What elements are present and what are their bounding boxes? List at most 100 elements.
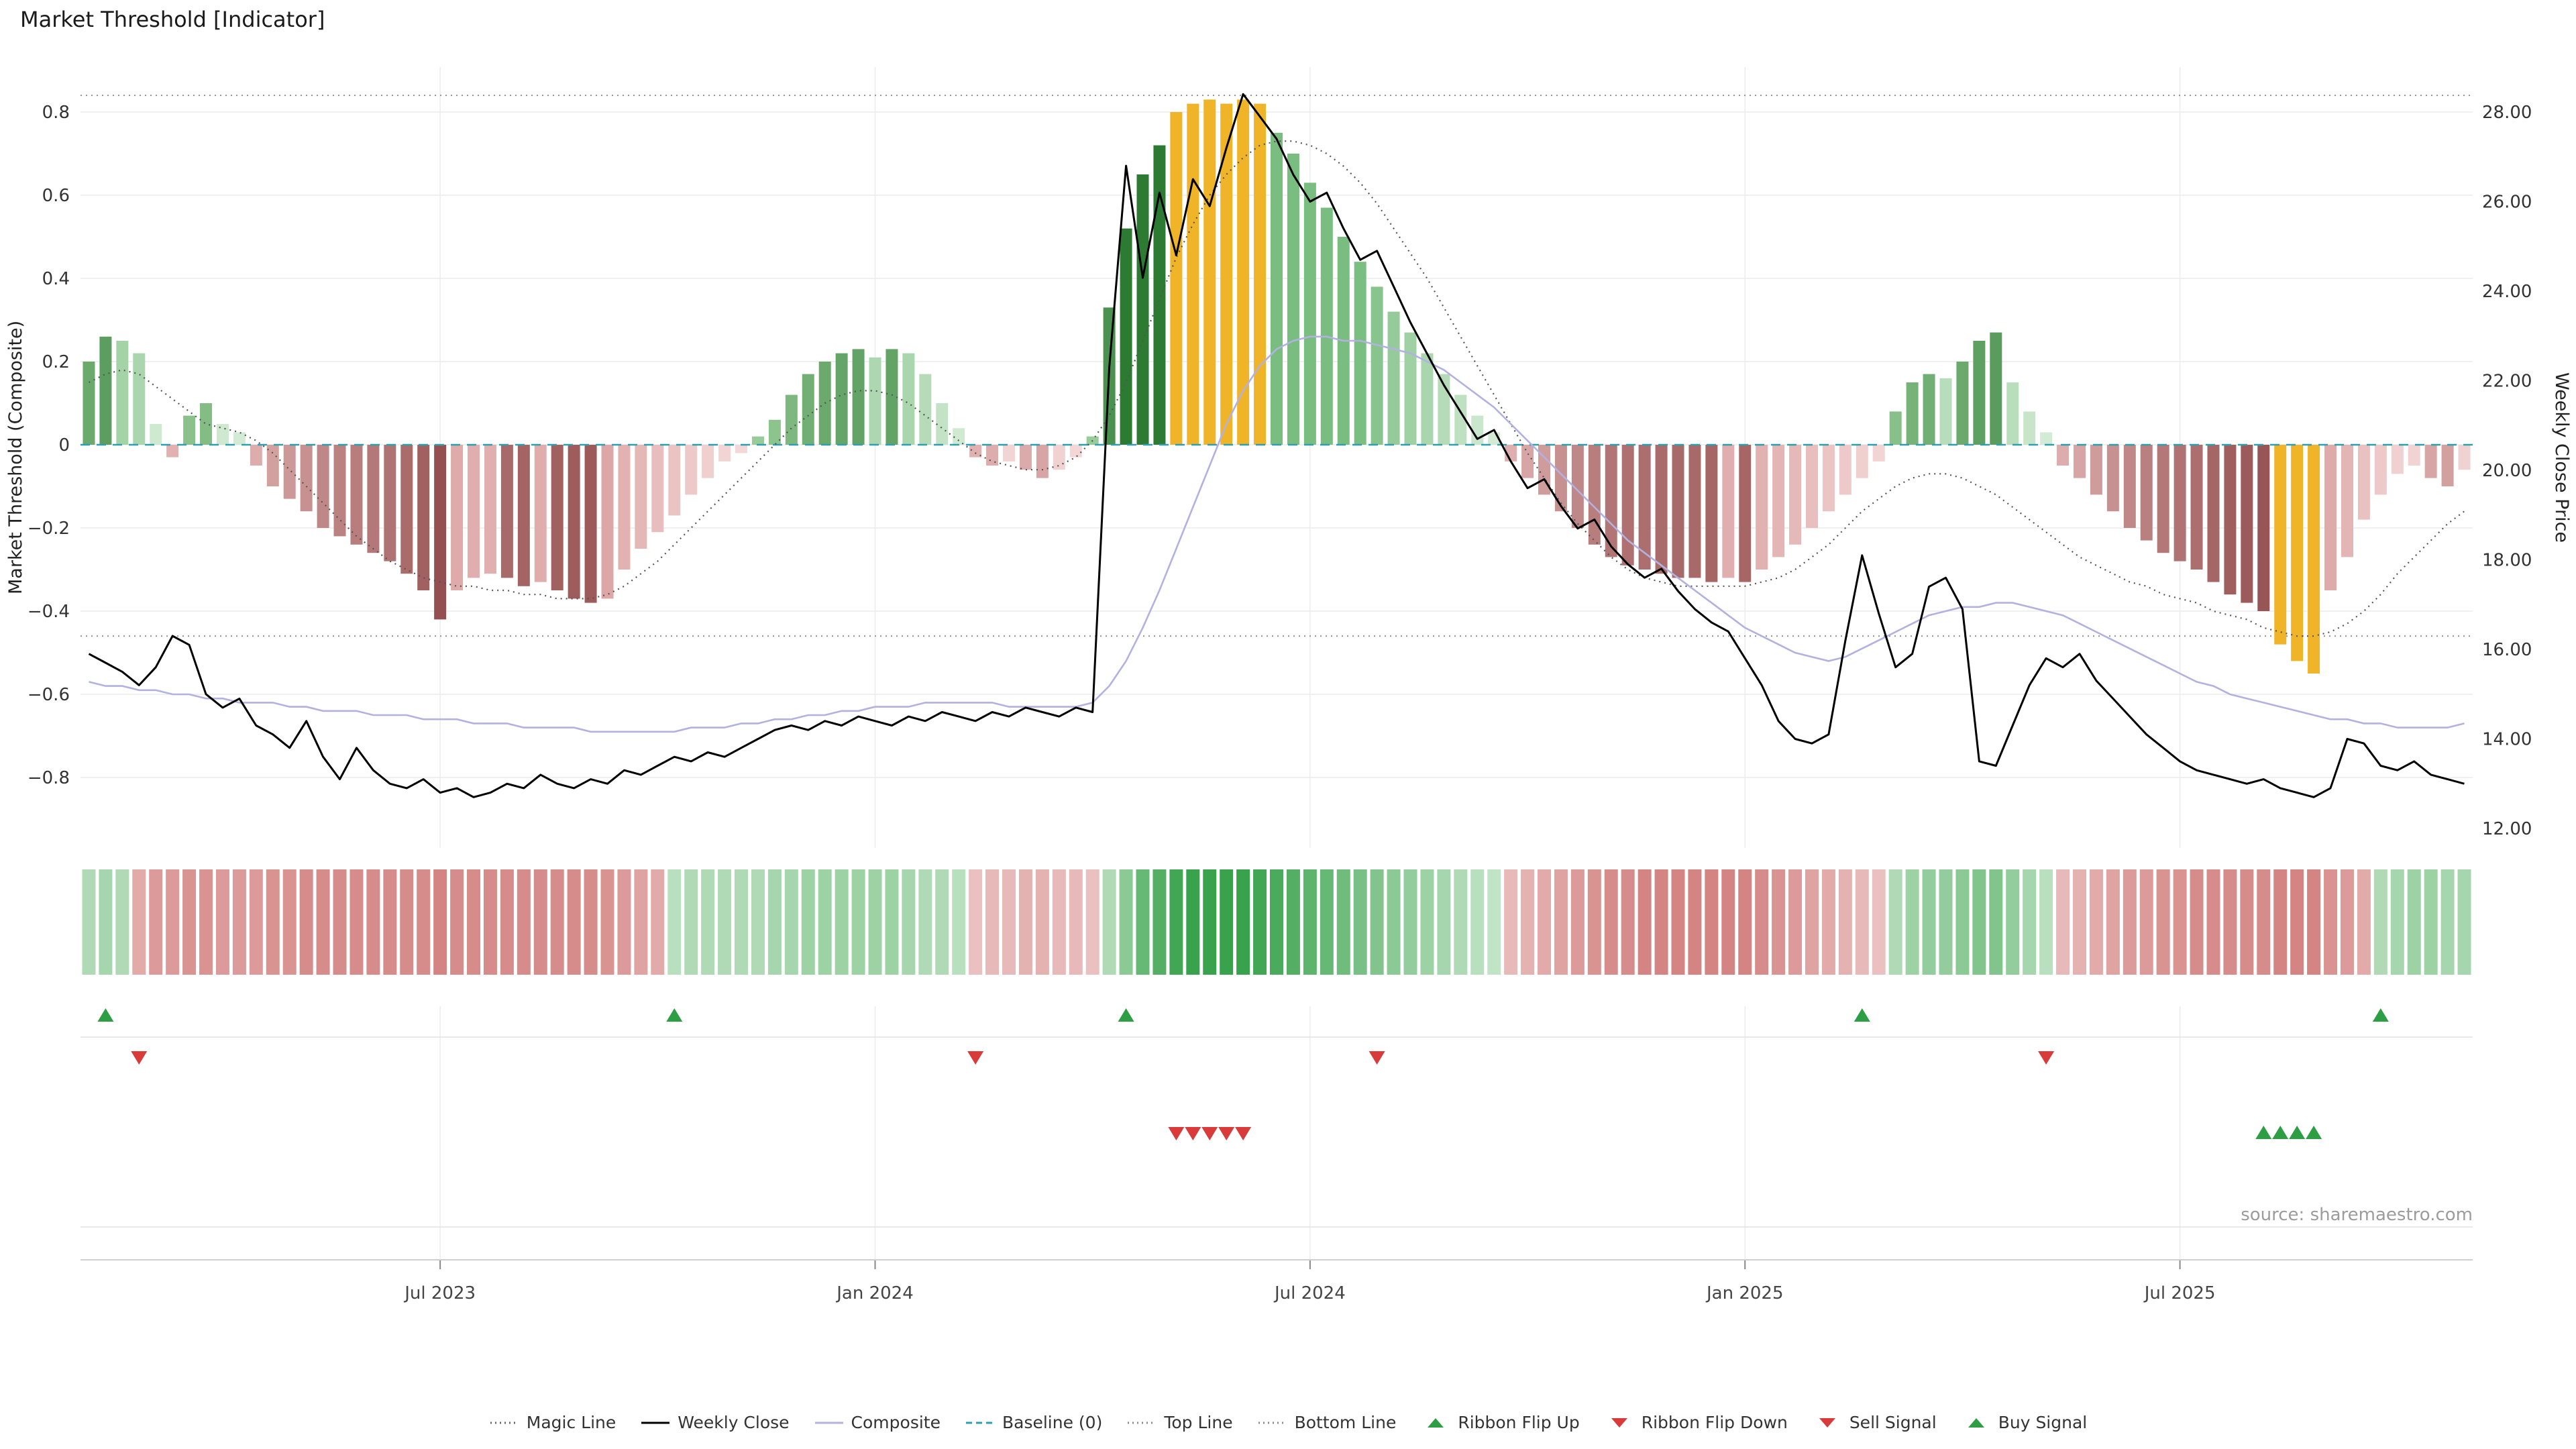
x-axis-tick-label: Jul 2023	[403, 1283, 476, 1303]
ribbon-cell	[1403, 869, 1417, 975]
ribbon-cell	[266, 869, 280, 975]
ribbon-cell	[751, 869, 765, 975]
ribbon-cell	[1705, 869, 1719, 975]
ribbon-cell	[1002, 869, 1016, 975]
ribbon-cell	[1069, 869, 1083, 975]
threshold-bar	[785, 394, 798, 445]
ribbon-cell	[2390, 869, 2404, 975]
x-axis-tick-label: Jul 2025	[2143, 1283, 2216, 1303]
magic-line	[89, 140, 2465, 637]
ribbon-cell	[1738, 869, 1752, 975]
sell-signal-marker	[1185, 1127, 1201, 1140]
threshold-bar	[1789, 445, 1802, 545]
line-swatch-icon	[1128, 1421, 1157, 1424]
threshold-bar	[1756, 445, 1768, 570]
ribbon-cell	[584, 869, 598, 975]
threshold-bar	[2291, 445, 2304, 661]
left-axis-tick-label: −0.6	[28, 685, 70, 705]
threshold-bar	[1805, 445, 1818, 528]
threshold-bar	[1571, 445, 1584, 528]
ribbon-cell	[2223, 869, 2237, 975]
composite-line	[89, 335, 2465, 733]
ribbon-cell	[1805, 869, 1819, 975]
left-axis-tick-label: −0.2	[28, 519, 70, 539]
threshold-bar	[1220, 103, 1233, 445]
threshold-bar	[2140, 445, 2153, 541]
ribbon-cell	[1052, 869, 1066, 975]
threshold-bar	[99, 336, 112, 445]
threshold-bar	[1387, 311, 1400, 445]
ribbon-cell	[366, 869, 380, 975]
threshold-bar	[500, 445, 513, 578]
ribbon-flip-down-marker	[1368, 1051, 1385, 1065]
left-axis-tick-label: −0.4	[28, 602, 70, 622]
line-swatch-icon	[641, 1421, 670, 1424]
sell-signal-marker	[1218, 1127, 1235, 1140]
right-axis-tick-label: 14.00	[2482, 730, 2532, 750]
threshold-bar	[1136, 174, 1149, 445]
ribbon-cell	[851, 869, 865, 975]
threshold-bar	[2257, 445, 2270, 611]
threshold-bar	[953, 428, 965, 445]
threshold-bar	[618, 445, 631, 570]
threshold-bar	[919, 374, 932, 445]
ribbon-cell	[868, 869, 882, 975]
ribbon-cell	[1035, 869, 1049, 975]
ribbon-cell	[1654, 869, 1668, 975]
ribbon-cell	[1788, 869, 1803, 975]
ribbon-cell	[1102, 869, 1116, 975]
ribbon-cell	[885, 869, 899, 975]
threshold-bar	[2374, 445, 2387, 495]
threshold-bar	[702, 445, 714, 478]
ribbon-cell	[182, 869, 197, 975]
threshold-bar	[2123, 445, 2136, 528]
x-axis-tick-label: Jul 2024	[1273, 1283, 1346, 1303]
threshold-bar	[2157, 445, 2169, 553]
threshold-bar	[1554, 445, 1567, 512]
legend-item-sell-signal: Sell Signal	[1812, 1413, 1937, 1432]
threshold-bar	[1371, 286, 1383, 445]
ribbon-cell	[969, 869, 983, 975]
ribbon-cell	[1671, 869, 1685, 975]
threshold-bar	[116, 341, 129, 445]
buy-signal-marker	[2255, 1126, 2272, 1139]
ribbon-cell	[651, 869, 665, 975]
ribbon-cell	[1454, 869, 1468, 975]
ribbon-cell	[467, 869, 481, 975]
ribbon-cell	[1320, 869, 1334, 975]
ribbon-cell	[2324, 869, 2338, 975]
ribbon-cell	[1420, 869, 1434, 975]
ribbon-cell	[1018, 869, 1032, 975]
ribbon-cell	[132, 869, 146, 975]
ribbon-cell	[1253, 869, 1267, 975]
threshold-bar	[969, 445, 982, 458]
left-axis-tick-label: −0.8	[28, 768, 70, 788]
ribbon-cell	[600, 869, 614, 975]
threshold-bar	[468, 445, 480, 578]
x-axis-tick-label: Jan 2025	[1705, 1283, 1784, 1303]
ribbon-cell	[2307, 869, 2321, 975]
threshold-bar	[233, 432, 246, 445]
ribbon-cell	[2340, 869, 2354, 975]
threshold-bar	[2090, 445, 2102, 495]
ribbon-cell	[567, 869, 581, 975]
threshold-bar	[1019, 445, 1032, 470]
ribbon-cell	[985, 869, 1000, 975]
threshold-bar	[1471, 415, 1484, 445]
ribbon-cell	[2373, 869, 2387, 975]
threshold-bar	[1973, 341, 1986, 445]
ribbon-cell	[1286, 869, 1300, 975]
buy-signal-marker	[2272, 1126, 2289, 1139]
threshold-bar	[1170, 112, 1183, 445]
ribbon-cell	[215, 869, 229, 975]
ribbon-cell	[333, 869, 347, 975]
threshold-bar	[1906, 382, 1919, 445]
threshold-bar	[568, 445, 580, 599]
ribbon-cell	[383, 869, 397, 975]
ribbon-cell	[2273, 869, 2288, 975]
line-swatch-icon	[965, 1421, 994, 1424]
ribbon-cell	[1537, 869, 1551, 975]
ribbon-cell	[1085, 869, 1099, 975]
threshold-bar	[2006, 382, 2019, 445]
ribbon-cell	[417, 869, 431, 975]
